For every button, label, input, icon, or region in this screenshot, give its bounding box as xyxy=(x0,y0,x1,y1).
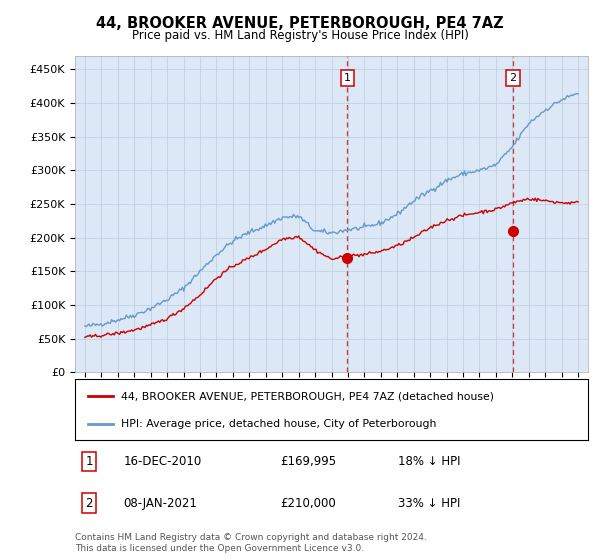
Text: £169,995: £169,995 xyxy=(280,455,337,468)
Text: 18% ↓ HPI: 18% ↓ HPI xyxy=(398,455,461,468)
Text: 44, BROOKER AVENUE, PETERBOROUGH, PE4 7AZ: 44, BROOKER AVENUE, PETERBOROUGH, PE4 7A… xyxy=(96,16,504,31)
Text: 33% ↓ HPI: 33% ↓ HPI xyxy=(398,497,461,510)
Text: 16-DEC-2010: 16-DEC-2010 xyxy=(124,455,202,468)
Text: 1: 1 xyxy=(86,455,93,468)
Text: £210,000: £210,000 xyxy=(280,497,336,510)
Text: HPI: Average price, detached house, City of Peterborough: HPI: Average price, detached house, City… xyxy=(121,419,437,429)
Text: Price paid vs. HM Land Registry's House Price Index (HPI): Price paid vs. HM Land Registry's House … xyxy=(131,29,469,42)
Text: 08-JAN-2021: 08-JAN-2021 xyxy=(124,497,197,510)
Text: 1: 1 xyxy=(344,73,351,83)
Text: 44, BROOKER AVENUE, PETERBOROUGH, PE4 7AZ (detached house): 44, BROOKER AVENUE, PETERBOROUGH, PE4 7A… xyxy=(121,391,494,401)
Text: 2: 2 xyxy=(509,73,517,83)
Text: 2: 2 xyxy=(86,497,93,510)
Text: Contains HM Land Registry data © Crown copyright and database right 2024.: Contains HM Land Registry data © Crown c… xyxy=(75,533,427,542)
Text: This data is licensed under the Open Government Licence v3.0.: This data is licensed under the Open Gov… xyxy=(75,544,364,553)
